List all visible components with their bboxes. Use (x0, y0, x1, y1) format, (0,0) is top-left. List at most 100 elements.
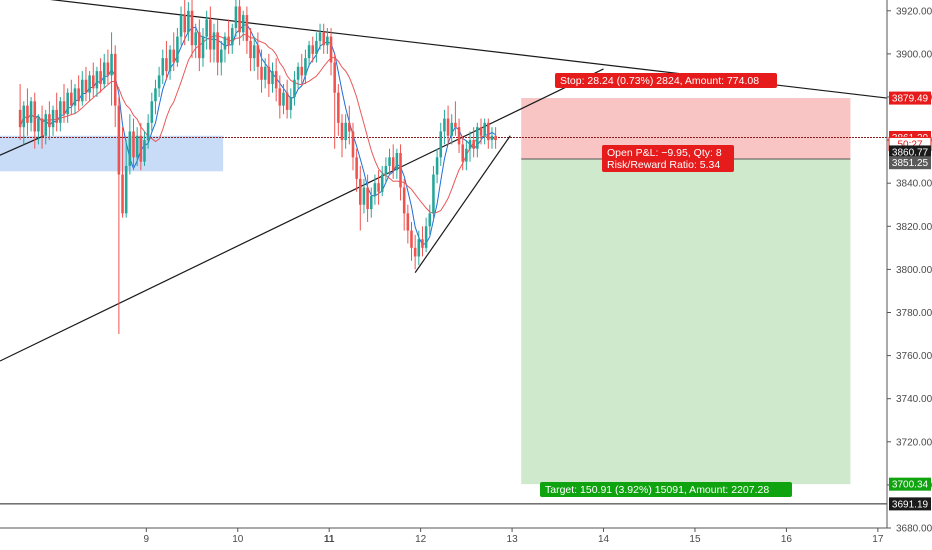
candle-body (373, 183, 377, 197)
candle-body (487, 122, 490, 141)
candle-body (135, 135, 139, 158)
candle-body (410, 230, 413, 248)
candle-body (230, 28, 234, 46)
uptrend-line (0, 68, 604, 362)
candle (165, 40, 168, 80)
candle (256, 32, 260, 80)
candle-body (161, 58, 165, 76)
candle (168, 45, 172, 80)
candle-body (337, 92, 340, 123)
candle (454, 101, 457, 136)
candle (435, 148, 439, 184)
price-tag-text: 3879.49 (892, 94, 929, 105)
svg-text:Open P&L: −9.95, Qty: 8: Open P&L: −9.95, Qty: 8 (607, 147, 722, 159)
take-profit-zone (521, 158, 851, 485)
candle (70, 79, 73, 115)
candle (66, 88, 69, 123)
price-tag-box (889, 145, 931, 159)
candle (26, 88, 29, 136)
candle-body (344, 122, 347, 141)
candle-body (223, 36, 227, 50)
candle (59, 96, 62, 132)
candle (289, 88, 293, 119)
candle-body (77, 88, 80, 102)
candle (443, 109, 446, 145)
candle-body (483, 122, 486, 136)
candle-body (355, 157, 358, 179)
price-tag-text: 3851.25 (892, 158, 929, 169)
candle-body (366, 187, 369, 210)
price-tag-box (889, 497, 931, 511)
candle (230, 23, 234, 54)
support-zone (0, 135, 224, 172)
candle (212, 23, 216, 63)
candle-body (359, 178, 362, 205)
candle (380, 165, 384, 197)
candle (117, 96, 121, 335)
candle-body (340, 122, 344, 141)
candle (465, 140, 468, 171)
candle-body (227, 36, 230, 46)
candle-body (212, 32, 216, 50)
price-tag: 3879.49 (889, 91, 931, 105)
price-tag-text: 3700.34 (892, 480, 929, 491)
candle (128, 114, 132, 175)
candle-body (263, 66, 267, 80)
candle-body (443, 118, 446, 132)
time-tick-label: 15 (689, 534, 701, 545)
candle (143, 131, 146, 166)
candle-body (33, 101, 37, 132)
candle (293, 71, 296, 106)
candle (77, 75, 80, 110)
candle-body (446, 118, 450, 136)
candle-body (201, 36, 205, 59)
candle-body (176, 36, 179, 63)
candle-body (468, 140, 472, 149)
candle-body (285, 92, 289, 110)
zones-layer (0, 98, 851, 485)
candle (183, 0, 186, 46)
candle-body (318, 32, 322, 41)
candle (187, 2, 190, 41)
candle-body (62, 101, 66, 115)
price-tick-label: 3720.00 (896, 437, 932, 448)
candle (457, 118, 461, 154)
candle-body (55, 109, 58, 123)
candle (406, 204, 410, 244)
candle (51, 105, 55, 136)
candle (333, 53, 336, 149)
candle-body (245, 15, 249, 41)
candle-body (249, 40, 252, 59)
candle-body (81, 79, 84, 102)
open-pnl-label: Open P&L: −9.95, Qty: 8 Risk/Reward Rati… (602, 145, 734, 172)
price-tags-layer: 3879.493861.2050:273860.773851.253700.34… (888, 91, 932, 511)
candle (139, 122, 143, 171)
target-label: Target: 150.91 (3.92%) 15091, Amount: 22… (540, 482, 792, 497)
candle (135, 127, 139, 166)
candle (234, 0, 238, 37)
candles-layer (18, 0, 497, 335)
candle (421, 226, 424, 257)
price-tag-text: 50:27 (897, 139, 922, 150)
price-tick-label: 3760.00 (896, 351, 932, 362)
candle (124, 140, 128, 218)
candle-body (183, 15, 186, 33)
candle-body (304, 58, 307, 76)
candle-body (150, 101, 154, 123)
candle (81, 71, 84, 106)
candle (271, 62, 274, 93)
price-tick-label: 3680.00 (896, 524, 932, 535)
candle (146, 114, 150, 149)
candle (337, 84, 340, 136)
candle (307, 40, 311, 67)
candle (238, 0, 241, 46)
candle-body (187, 10, 190, 33)
candle-body (168, 49, 172, 72)
svg-text:Target: 150.91 (3.92%) 15091,: Target: 150.91 (3.92%) 15091, Amount: 22… (545, 484, 769, 496)
candle (490, 127, 494, 149)
candle-body (194, 32, 197, 46)
candle (132, 118, 135, 171)
candle (274, 58, 278, 102)
candle-body (333, 62, 336, 93)
svg-text:Risk/Reward Ratio: 5.34: Risk/Reward Ratio: 5.34 (607, 159, 720, 171)
